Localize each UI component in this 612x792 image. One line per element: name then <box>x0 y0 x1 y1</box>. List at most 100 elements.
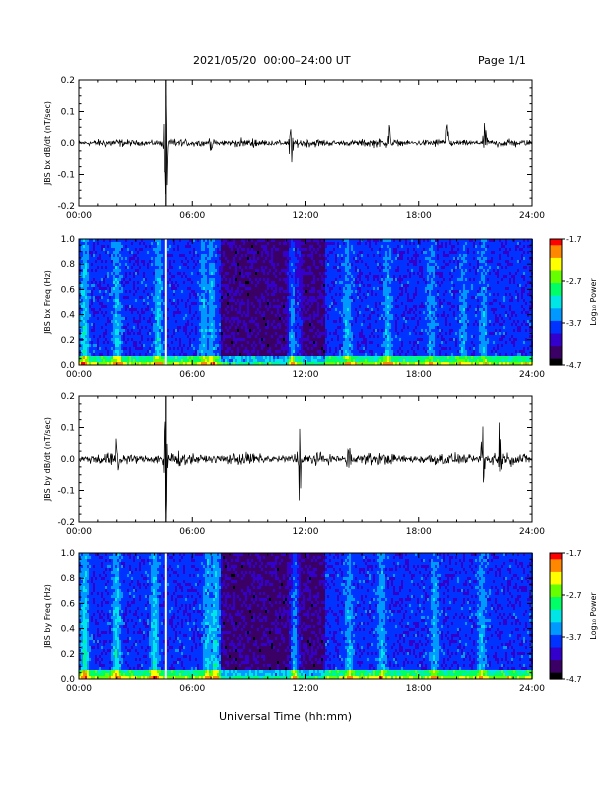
heatmap-cell <box>87 314 89 317</box>
heatmap-cell <box>211 317 213 320</box>
heatmap-cell <box>285 338 287 341</box>
heatmap-cell <box>235 323 237 326</box>
heatmap-cell <box>239 242 241 245</box>
heatmap-cell <box>85 269 87 272</box>
heatmap-cell <box>215 275 217 278</box>
heatmap-cell <box>195 245 197 248</box>
heatmap-cell <box>251 320 253 323</box>
heatmap-cell <box>251 260 253 263</box>
heatmap-cell <box>169 278 171 281</box>
heatmap-cell <box>291 260 293 263</box>
heatmap-cell <box>273 269 275 272</box>
heatmap-cell <box>227 305 229 308</box>
heatmap-cell <box>183 347 185 350</box>
heatmap-cell <box>287 281 289 284</box>
heatmap-cell <box>177 245 179 248</box>
heatmap-cell <box>261 335 263 338</box>
heatmap-cell <box>85 299 87 302</box>
heatmap-cell <box>163 266 165 269</box>
heatmap-cell <box>177 266 179 269</box>
heatmap-cell <box>199 311 201 314</box>
heatmap-cell <box>103 263 105 266</box>
heatmap-cell <box>307 287 309 290</box>
heatmap-cell <box>243 332 245 335</box>
heatmap-cell <box>217 293 219 296</box>
heatmap-cell <box>135 263 137 266</box>
heatmap-cell <box>289 350 291 353</box>
heatmap-cell <box>133 353 135 356</box>
heatmap-cell <box>213 347 215 350</box>
heatmap-cell <box>195 281 197 284</box>
heatmap-cell <box>239 317 241 320</box>
heatmap-cell <box>177 293 179 296</box>
heatmap-cell <box>205 242 207 245</box>
heatmap-cell <box>171 326 173 329</box>
heatmap-cell <box>207 275 209 278</box>
heatmap-cell <box>283 338 285 341</box>
heatmap-cell <box>253 278 255 281</box>
heatmap-cell <box>293 287 295 290</box>
heatmap-cell <box>275 347 277 350</box>
heatmap-cell <box>207 314 209 317</box>
heatmap-cell <box>257 311 259 314</box>
heatmap-cell <box>147 293 149 296</box>
heatmap-cell <box>221 266 223 269</box>
heatmap-cell <box>143 257 145 260</box>
heatmap-cell <box>217 332 219 335</box>
heatmap-cell <box>143 308 145 311</box>
heatmap-cell <box>177 323 179 326</box>
heatmap-cell <box>107 344 109 347</box>
heatmap-cell <box>97 326 99 329</box>
heatmap-cell <box>307 290 309 293</box>
heatmap-cell <box>203 257 205 260</box>
heatmap-cell <box>259 344 261 347</box>
heatmap-cell <box>229 290 231 293</box>
heatmap-cell <box>167 317 169 320</box>
heatmap-cell <box>111 317 113 320</box>
heatmap-cell <box>253 344 255 347</box>
heatmap-cell <box>199 248 201 251</box>
heatmap-cell <box>281 278 283 281</box>
heatmap-cell <box>209 296 211 299</box>
heatmap-cell <box>263 305 265 308</box>
heatmap-cell <box>223 272 225 275</box>
heatmap-cell <box>267 263 269 266</box>
heatmap-cell <box>219 359 221 362</box>
heatmap-cell <box>195 350 197 353</box>
heatmap-cell <box>221 302 223 305</box>
heatmap-cell <box>211 308 213 311</box>
heatmap-cell <box>97 263 99 266</box>
heatmap-cell <box>281 320 283 323</box>
heatmap-cell <box>91 305 93 308</box>
heatmap-cell <box>247 287 249 290</box>
heatmap-cell <box>97 332 99 335</box>
heatmap-cell <box>83 269 85 272</box>
heatmap-cell <box>257 320 259 323</box>
heatmap-cell <box>163 338 165 341</box>
heatmap-cell <box>257 326 259 329</box>
heatmap-cell <box>139 299 141 302</box>
heatmap-cell <box>101 302 103 305</box>
heatmap-cell <box>107 329 109 332</box>
heatmap-cell <box>227 257 229 260</box>
heatmap-cell <box>203 299 205 302</box>
heatmap-cell <box>155 260 157 263</box>
heatmap-cell <box>173 260 175 263</box>
heatmap-cell <box>153 359 155 362</box>
heatmap-cell <box>209 260 211 263</box>
heatmap-cell <box>225 302 227 305</box>
heatmap-cell <box>217 350 219 353</box>
heatmap-cell <box>113 359 115 362</box>
heatmap-cell <box>239 245 241 248</box>
heatmap-cell <box>287 332 289 335</box>
heatmap-cell <box>201 347 203 350</box>
heatmap-cell <box>151 332 153 335</box>
heatmap-cell <box>199 350 201 353</box>
heatmap-cell <box>143 350 145 353</box>
heatmap-cell <box>137 275 139 278</box>
heatmap-cell <box>255 296 257 299</box>
heatmap-cell <box>153 311 155 314</box>
heatmap-cell <box>249 296 251 299</box>
heatmap-cell <box>199 302 201 305</box>
heatmap-cell <box>123 284 125 287</box>
